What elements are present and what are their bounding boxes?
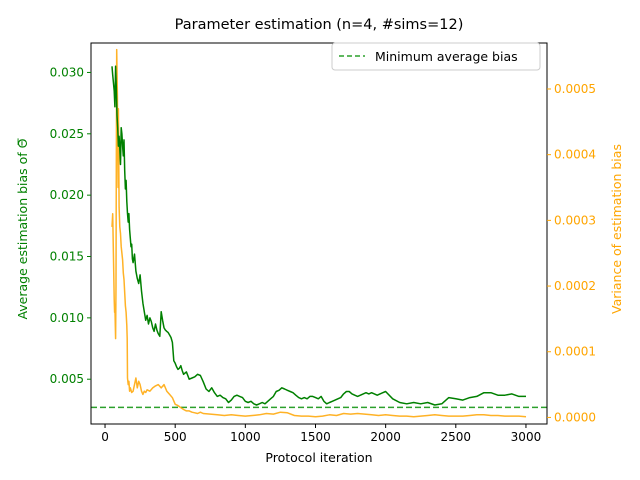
right-y-tick-label: 0.0001 <box>554 345 596 359</box>
chart-title: Parameter estimation (n=4, #sims=12) <box>175 17 464 33</box>
x-axis-label: Protocol iteration <box>265 450 372 465</box>
plot-frame <box>90 42 548 425</box>
x-tick-label: 3000 <box>511 430 542 444</box>
right-y-tick-label: 0.0005 <box>554 82 596 96</box>
x-tick-label: 2500 <box>441 430 472 444</box>
right-y-tick-label: 0.0004 <box>554 148 596 162</box>
bias-series-line <box>111 65 526 406</box>
left-y-axis-label: Average estimation bias of Θ̅ <box>15 137 30 319</box>
legend: Minimum average bias <box>331 42 541 71</box>
x-tick-label: 2000 <box>370 430 401 444</box>
right-y-axis-label: Variance of estimation bias <box>609 144 624 314</box>
left-y-tick-label: 0.005 <box>50 372 84 386</box>
left-y-tick-label: 0.010 <box>50 311 84 325</box>
left-y-tick-label: 0.030 <box>50 65 84 79</box>
x-tick-label: 500 <box>164 430 187 444</box>
right-y-tick-label: 0.0003 <box>554 213 596 227</box>
legend-min-bias-label: Minimum average bias <box>375 49 518 64</box>
left-y-tick-label: 0.015 <box>50 250 84 264</box>
right-y-tick-label: 0.0000 <box>554 410 596 424</box>
left-y-tick-label: 0.025 <box>50 127 84 141</box>
variance-series-line <box>111 48 527 418</box>
left-y-tick-label: 0.020 <box>50 188 84 202</box>
x-tick-label: 0 <box>101 430 109 444</box>
x-tick-label: 1000 <box>230 430 261 444</box>
x-tick-label: 1500 <box>300 430 331 444</box>
legend-box <box>331 42 541 71</box>
series-layer <box>91 48 547 418</box>
axes-layer: 0 500 1000 1500 2000 2500 3000 0.005 0.010 0.015 0… <box>50 42 596 444</box>
right-y-tick-label: 0.0002 <box>554 279 596 293</box>
